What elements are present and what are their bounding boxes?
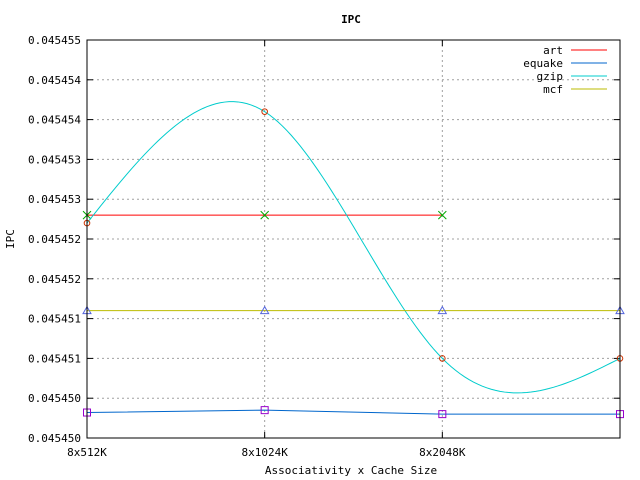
legend-label: mcf [543, 83, 563, 96]
data-point [438, 410, 447, 419]
series-line-equake [86, 409, 620, 415]
chart-title: IPC [341, 13, 361, 26]
series-layer [82, 101, 625, 419]
y-tick-label: 0.045450 [28, 392, 81, 405]
data-point [260, 210, 270, 220]
y-tick-label: 0.045451 [28, 352, 81, 365]
data-point [437, 210, 447, 220]
axes: 0.045450 0.045450 0.045451 0.045451 0.045452… [28, 34, 621, 459]
grid-lines [87, 40, 620, 438]
y-tick-label: 0.045455 [28, 34, 81, 47]
y-tick-label: 0.045450 [28, 432, 81, 445]
series-line-gzip [86, 101, 621, 394]
plot-frame [86, 39, 621, 439]
y-tick-label: 0.045452 [28, 233, 81, 246]
y-tick-label: 0.045453 [28, 193, 81, 206]
data-point [261, 108, 268, 115]
legend-label: gzip [537, 70, 564, 83]
y-tick-label: 0.045454 [28, 114, 81, 127]
x-axis-label: Associativity x Cache Size [265, 464, 437, 477]
series-art [82, 210, 447, 220]
series-mcf [82, 305, 625, 315]
x-tick-label: 8x1024K [241, 446, 288, 459]
x-tick-label: 8x512K [67, 446, 107, 459]
data-point [260, 406, 269, 415]
series-gzip [83, 101, 624, 394]
y-tick-label: 0.045452 [28, 273, 81, 286]
legend-label: art [543, 44, 563, 57]
y-tick-label: 0.045451 [28, 313, 81, 326]
data-point [439, 355, 446, 362]
data-point [437, 305, 448, 315]
data-point [259, 305, 270, 315]
y-tick-label: 0.045453 [28, 153, 81, 166]
x-tick-label: 8x2048K [419, 446, 466, 459]
series-equake [83, 406, 624, 419]
legend-label: equake [523, 57, 563, 70]
y-tick-label: 0.045454 [28, 74, 81, 87]
y-axis-label: IPC [4, 229, 17, 249]
